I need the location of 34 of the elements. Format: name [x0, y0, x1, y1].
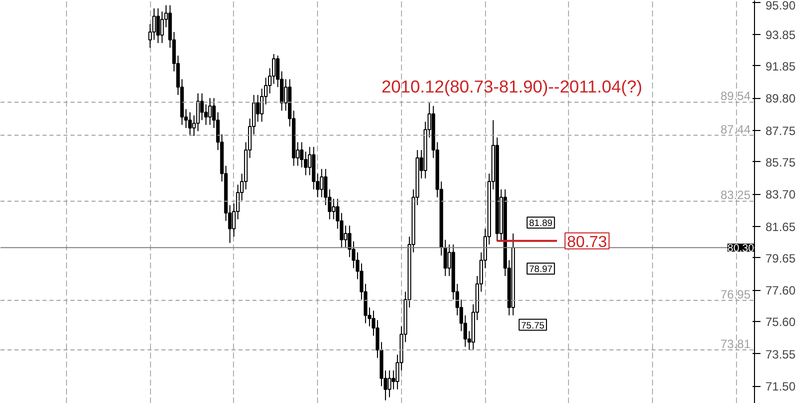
candlestick — [156, 8, 160, 44]
candlestick — [304, 151, 308, 176]
y-tick-label: 95.90 — [766, 0, 796, 12]
y-tick-label: 75.60 — [766, 315, 796, 330]
y-tick-label: 71.50 — [766, 380, 796, 394]
y-tick-label: 85.75 — [766, 155, 796, 170]
candlestick — [388, 370, 392, 398]
y-tick-label: 93.85 — [766, 28, 796, 42]
candlestick — [188, 112, 192, 136]
ref-line-label: 89.54 — [720, 89, 751, 104]
y-tick-label: 83.70 — [766, 188, 796, 202]
y-tick-label: 73.55 — [766, 347, 796, 362]
y-tick-label: 81.65 — [766, 220, 796, 234]
annotation: 80.73 — [567, 234, 608, 251]
ref-line-label: 73.81 — [720, 336, 751, 351]
candlestick — [320, 168, 324, 198]
candlestick — [152, 8, 156, 40]
candlestick — [208, 98, 212, 126]
y-tick-label: 79.65 — [766, 251, 796, 266]
candlestick — [332, 198, 336, 220]
y-tick-label: 77.60 — [766, 284, 796, 298]
annotation: 81.89 — [529, 218, 552, 228]
y-tick-label: 91.85 — [766, 59, 796, 74]
annotation: 75.75 — [521, 320, 544, 330]
annotation: 78.97 — [529, 264, 552, 274]
y-tick-label: 89.80 — [766, 92, 796, 106]
candlestick — [260, 88, 264, 122]
candlestick — [200, 92, 204, 121]
ref-line-label: 76.95 — [720, 287, 751, 302]
y-tick-label: 87.75 — [766, 124, 796, 138]
annotation: 2010.12(80.73-81.90)--2011.04(?) — [381, 76, 642, 97]
ref-line-label: 83.25 — [720, 188, 751, 202]
candlestick — [196, 92, 200, 132]
ref-line-label: 87.44 — [720, 122, 751, 136]
